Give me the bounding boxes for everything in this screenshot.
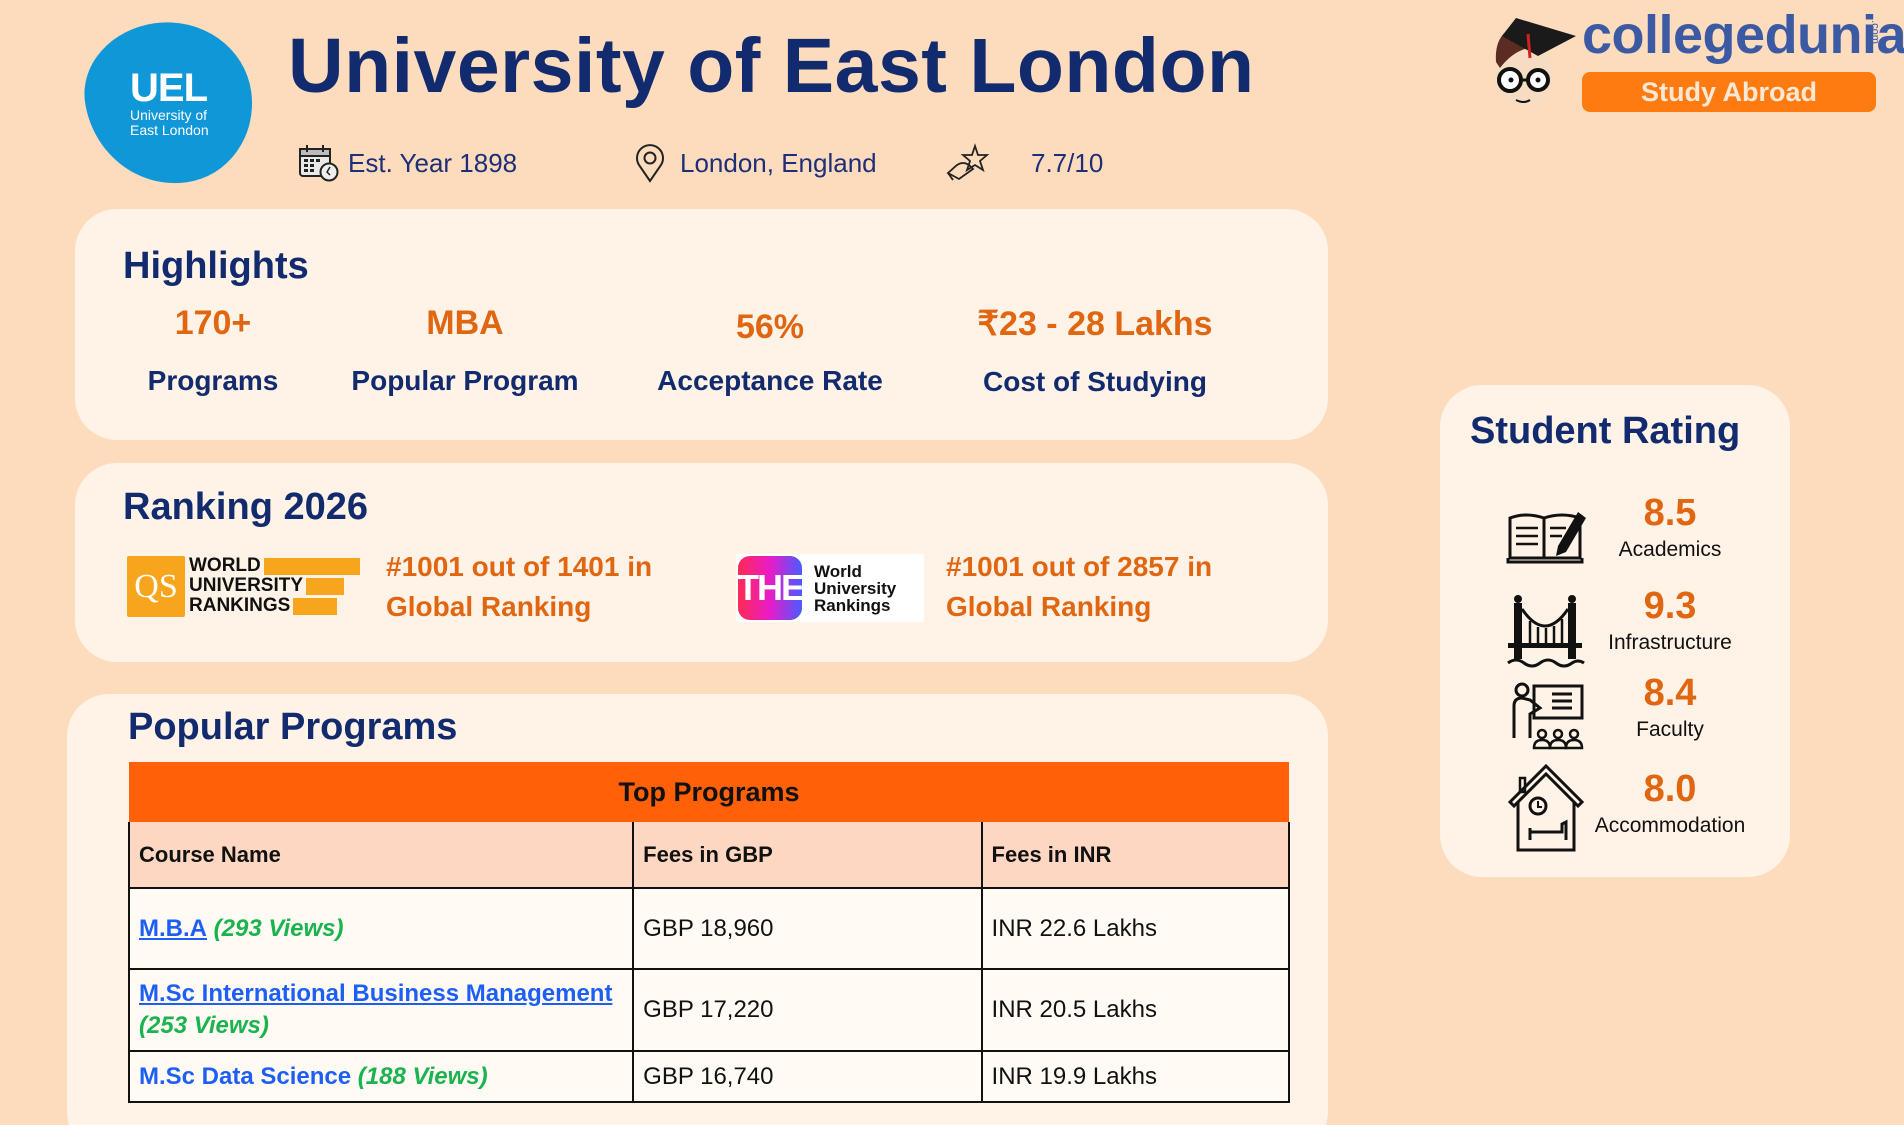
- rating-value: 8.4: [1643, 672, 1697, 714]
- fees-inr: INR 19.9 Lakhs: [980, 1050, 1291, 1103]
- overall-rating: 7.7/10: [945, 143, 1103, 183]
- the-rank-text: #1001 out of 2857 in Global Ranking: [946, 547, 1212, 627]
- highlight-popular-program: MBA Popular Program: [351, 304, 578, 397]
- book-pencil-icon: [1506, 512, 1586, 564]
- highlight-acceptance-rate: 56% Acceptance Rate: [657, 308, 883, 397]
- the-mark: THE: [737, 556, 805, 620]
- programs-heading: Popular Programs: [128, 706, 458, 748]
- highlights-card: [75, 209, 1328, 440]
- fees-gbp: GBP 18,960: [632, 887, 983, 970]
- house-bed-icon: [1507, 763, 1585, 852]
- bridge-icon: [1507, 595, 1585, 668]
- established-year-text: Est. Year 1898: [348, 147, 518, 178]
- fees-gbp: GBP 17,220: [632, 968, 983, 1052]
- course-cell: M.B.A (293 Views): [127, 887, 635, 970]
- ranking-heading: Ranking 2026: [123, 486, 368, 528]
- logo-abbr: UEL: [129, 66, 207, 110]
- rating-label: Accommodation: [1594, 814, 1746, 837]
- hand-star-icon: [946, 143, 990, 181]
- rating-value: 8.5: [1643, 492, 1697, 534]
- the-line: University: [814, 578, 897, 598]
- location-text: London, England: [680, 147, 877, 178]
- qs-line: UNIVERSITY: [189, 575, 304, 596]
- highlight-label: Popular Program: [351, 365, 579, 396]
- course-link-msc-ibm[interactable]: M.Sc International Business Management: [139, 980, 613, 1007]
- views-count: (293 Views): [213, 914, 344, 942]
- fees-gbp: GBP 16,740: [632, 1050, 983, 1103]
- the-rankings-logo: THE World University Rankings: [736, 554, 924, 622]
- qs-rank-text: #1001 out of 1401 in Global Ranking: [386, 547, 652, 627]
- student-rating-heading: Student Rating: [1470, 410, 1741, 452]
- established-year: Est. Year 1898: [298, 143, 517, 183]
- study-abroad-badge: Study Abroad: [1582, 72, 1876, 112]
- fees-inr: INR 22.6 Lakhs: [980, 887, 1291, 970]
- programs-table: Top Programs Course Name Fees in GBP Fee…: [127, 762, 1291, 1103]
- qs-rank-line1: #1001 out of 1401 in: [386, 551, 653, 582]
- course-link-msc-data-science[interactable]: M.Sc Data Science: [139, 1062, 352, 1090]
- views-count: (188 Views): [357, 1062, 488, 1090]
- university-logo: UEL University of East London: [75, 11, 263, 195]
- location: London, England: [634, 143, 877, 183]
- page-title: University of East London: [288, 23, 1255, 109]
- the-rank-line2: Global Ranking: [946, 591, 1152, 622]
- brand-wordmark: collegedunia: [1582, 5, 1904, 65]
- table-row: M.Sc Data Science (188 Views) GBP 16,740…: [127, 1050, 1291, 1103]
- mascot-icon: [1488, 12, 1578, 112]
- highlight-label: Acceptance Rate: [657, 365, 883, 396]
- highlight-value: MBA: [426, 304, 504, 342]
- column-header-gbp: Fees in GBP: [632, 822, 983, 889]
- highlight-value: 170+: [174, 304, 252, 342]
- qs-rank-line2: Global Ranking: [386, 591, 592, 622]
- the-line: Rankings: [814, 595, 891, 615]
- views-count: (253 Views): [139, 1012, 269, 1039]
- course-cell: M.Sc International Business Management (…: [127, 968, 635, 1052]
- rating-infrastructure: 9.3 Infrastructure: [1440, 585, 1790, 675]
- table-row: M.B.A (293 Views) GBP 18,960 INR 22.6 La…: [127, 887, 1291, 970]
- rating-label: Faculty: [1636, 718, 1704, 741]
- logo-line2: East London: [129, 122, 209, 138]
- overall-rating-text: 7.7/10: [1031, 147, 1104, 178]
- table-row: M.Sc International Business Management (…: [127, 968, 1291, 1052]
- the-line: World: [814, 561, 862, 581]
- highlight-label: Cost of Studying: [983, 366, 1207, 397]
- highlight-value: ₹23 - 28 Lakhs: [977, 305, 1213, 343]
- rating-academics: 8.5 Academics: [1440, 492, 1790, 582]
- calendar-clock-icon: [299, 145, 339, 182]
- highlight-label: Programs: [147, 365, 279, 396]
- highlight-value: 56%: [735, 308, 805, 346]
- location-pin-icon: [636, 144, 664, 183]
- rating-faculty: 8.4 Faculty: [1440, 672, 1790, 762]
- course-link-mba[interactable]: M.B.A: [139, 914, 207, 942]
- course-cell: M.Sc Data Science (188 Views): [127, 1050, 635, 1103]
- logo-line1: University of: [129, 107, 207, 123]
- highlights-heading: Highlights: [123, 245, 309, 287]
- column-header-inr: Fees in INR: [980, 822, 1291, 889]
- qs-rankings-logo: QS WORLD UNIVERSITY RANKINGS: [127, 556, 361, 617]
- rating-value: 9.3: [1643, 585, 1697, 627]
- table-title: Top Programs: [129, 762, 1289, 822]
- qs-line: WORLD: [189, 555, 261, 576]
- fees-inr: INR 20.5 Lakhs: [980, 968, 1291, 1052]
- teacher-board-icon: [1512, 682, 1584, 750]
- highlight-cost: ₹23 - 28 Lakhs Cost of Studying: [977, 304, 1212, 398]
- rating-label: Academics: [1618, 538, 1722, 561]
- student-rating-card: [1440, 385, 1790, 877]
- qs-line: RANKINGS: [189, 595, 291, 616]
- qs-mark: QS: [127, 556, 185, 617]
- rating-accommodation: 8.0 Accommodation: [1440, 763, 1790, 858]
- the-rank-line1: #1001 out of 2857 in: [946, 551, 1213, 582]
- rating-label: Infrastructure: [1608, 631, 1732, 654]
- brand-suffix: .com: [1868, 20, 1881, 44]
- column-header-course: Course Name: [127, 822, 635, 889]
- highlight-programs: 170+ Programs: [148, 304, 279, 397]
- rating-value: 8.0: [1643, 768, 1697, 810]
